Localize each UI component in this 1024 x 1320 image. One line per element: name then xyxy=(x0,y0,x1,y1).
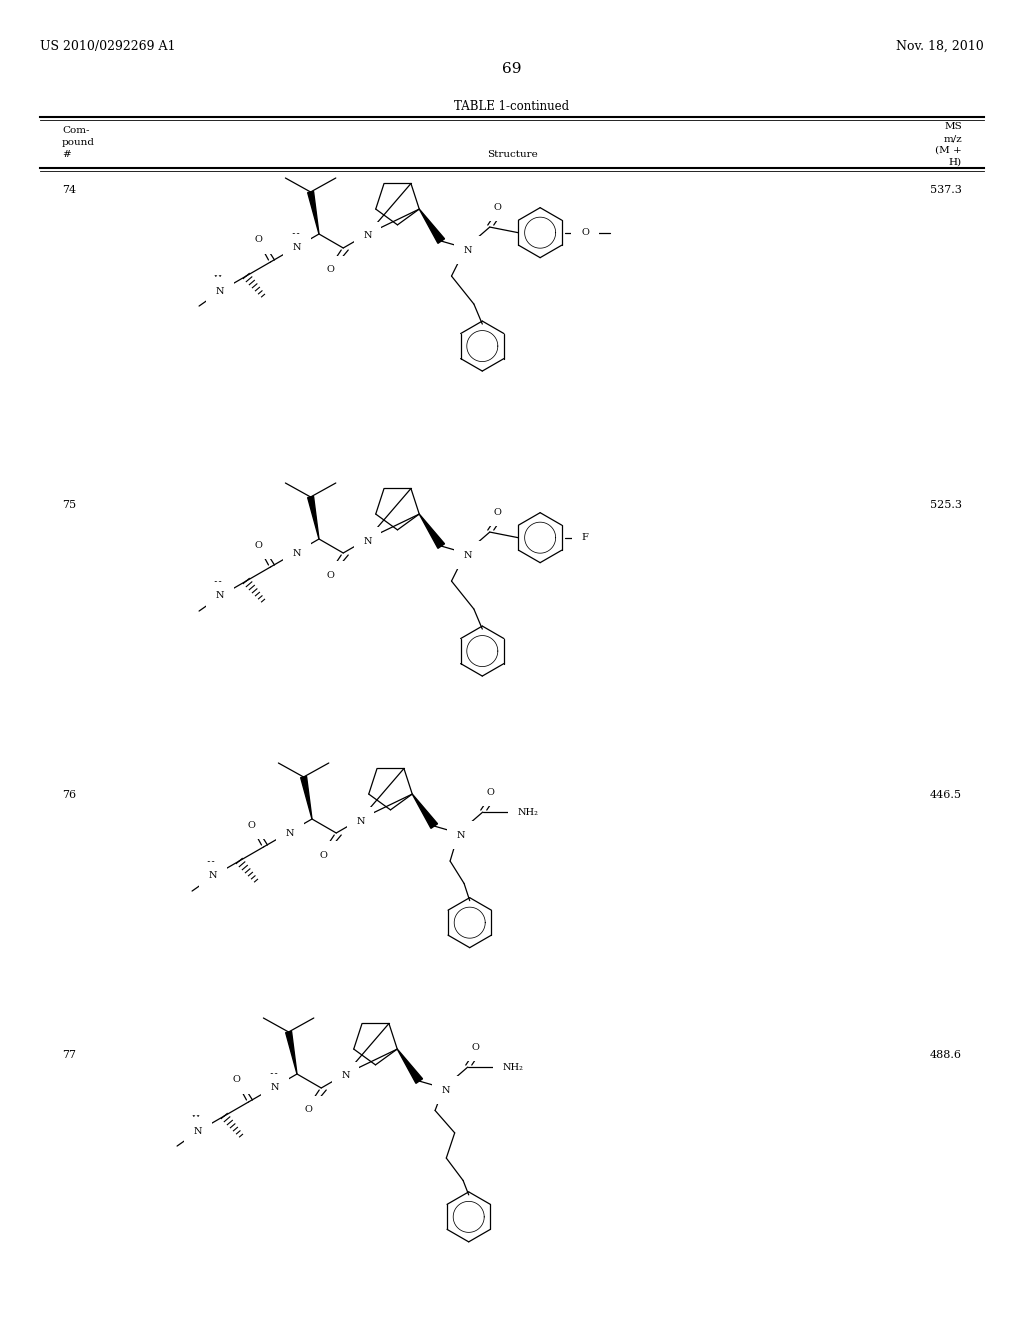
Text: 76: 76 xyxy=(62,789,76,800)
Text: NH₂: NH₂ xyxy=(503,1063,524,1072)
Text: O: O xyxy=(494,202,502,211)
Text: O: O xyxy=(327,265,334,275)
Text: Structure: Structure xyxy=(486,150,538,158)
Text: H: H xyxy=(191,1115,199,1125)
Text: O: O xyxy=(486,788,495,796)
Text: N: N xyxy=(441,1085,450,1094)
Text: O: O xyxy=(255,540,262,549)
Text: H: H xyxy=(213,581,221,590)
Text: O: O xyxy=(327,570,334,579)
Text: 446.5: 446.5 xyxy=(930,789,962,800)
Text: 75: 75 xyxy=(62,500,76,510)
Text: 77: 77 xyxy=(62,1049,76,1060)
Text: N: N xyxy=(194,1126,203,1135)
Text: N: N xyxy=(216,286,224,296)
Polygon shape xyxy=(307,191,319,234)
Text: H: H xyxy=(206,861,214,870)
Text: N: N xyxy=(457,830,465,840)
Text: Com-: Com- xyxy=(62,125,89,135)
Text: N: N xyxy=(356,817,365,825)
Text: O: O xyxy=(472,1043,479,1052)
Text: N: N xyxy=(286,829,294,837)
Text: N: N xyxy=(463,246,472,255)
Text: O: O xyxy=(319,850,328,859)
Text: N: N xyxy=(341,1072,350,1081)
Text: N: N xyxy=(216,591,224,601)
Text: pound: pound xyxy=(62,139,95,147)
Text: US 2010/0292269 A1: US 2010/0292269 A1 xyxy=(40,40,175,53)
Polygon shape xyxy=(413,795,437,829)
Text: H: H xyxy=(292,234,300,243)
Text: Nov. 18, 2010: Nov. 18, 2010 xyxy=(896,40,984,53)
Text: NH₂: NH₂ xyxy=(518,808,539,817)
Polygon shape xyxy=(419,209,444,243)
Text: 525.3: 525.3 xyxy=(930,500,962,510)
Text: N: N xyxy=(364,231,372,240)
Text: O: O xyxy=(582,228,589,238)
Text: 488.6: 488.6 xyxy=(930,1049,962,1060)
Text: F: F xyxy=(582,533,589,543)
Text: m/z: m/z xyxy=(943,135,962,143)
Text: MS: MS xyxy=(944,121,962,131)
Text: H): H) xyxy=(949,158,962,168)
Polygon shape xyxy=(419,513,444,548)
Text: N: N xyxy=(209,871,217,880)
Text: H: H xyxy=(292,539,300,548)
Polygon shape xyxy=(307,496,319,539)
Text: O: O xyxy=(248,821,255,829)
Text: (M +: (M + xyxy=(935,147,962,154)
Text: 537.3: 537.3 xyxy=(930,185,962,195)
Polygon shape xyxy=(397,1049,423,1084)
Text: TABLE 1-continued: TABLE 1-continued xyxy=(455,100,569,114)
Text: N: N xyxy=(293,549,301,557)
Text: H: H xyxy=(213,276,221,285)
Text: O: O xyxy=(255,235,262,244)
Text: H: H xyxy=(285,818,293,828)
Text: 69: 69 xyxy=(502,62,522,77)
Text: O: O xyxy=(232,1076,241,1085)
Text: N: N xyxy=(364,536,372,545)
Text: 74: 74 xyxy=(62,185,76,195)
Polygon shape xyxy=(286,1031,297,1074)
Text: O: O xyxy=(304,1106,312,1114)
Text: H: H xyxy=(269,1073,278,1082)
Text: #: # xyxy=(62,150,71,158)
Text: O: O xyxy=(494,508,502,516)
Text: N: N xyxy=(463,550,472,560)
Text: N: N xyxy=(293,243,301,252)
Polygon shape xyxy=(301,776,312,818)
Text: N: N xyxy=(270,1084,279,1093)
